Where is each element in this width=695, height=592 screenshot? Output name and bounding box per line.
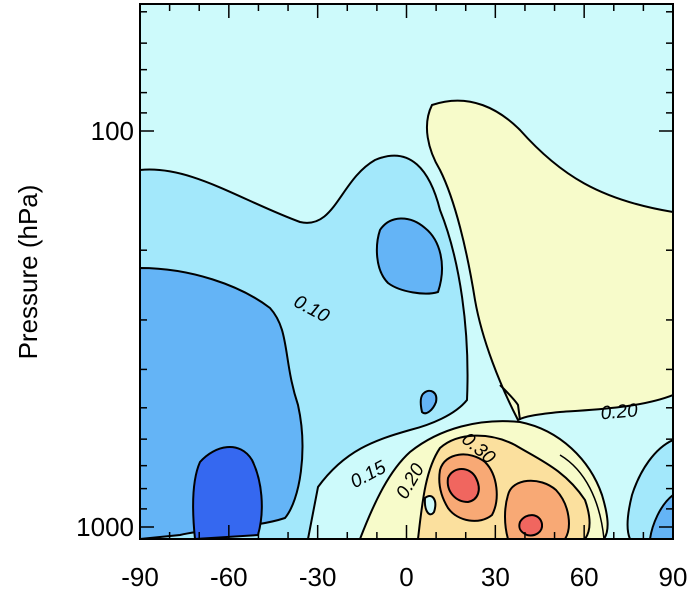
x-tick-label: 60 (570, 562, 599, 592)
contour-line (499, 384, 521, 421)
region-0.05-0.10-small (419, 389, 438, 415)
y-tick-labels: 100 1000 (76, 116, 134, 542)
y-tick-label: 1000 (76, 512, 134, 542)
x-tick-label: 30 (481, 562, 510, 592)
contour-fills (140, 4, 673, 539)
contour-line-small (423, 494, 437, 516)
x-tick-label: 0 (399, 562, 413, 592)
axis-ticks (139, 4, 674, 539)
contour-label: 0.20 (600, 400, 639, 424)
region-0.05-0.10-right (648, 493, 673, 539)
x-tick-label: -60 (210, 562, 248, 592)
x-tick-label: -30 (299, 562, 337, 592)
y-tick-label: 100 (91, 116, 134, 146)
region-above-0.50-a (446, 468, 480, 504)
region-0.20-0.30 (425, 99, 673, 422)
x-tick-label: -90 (121, 562, 159, 592)
contour-line (559, 454, 605, 539)
x-tick-label: 90 (659, 562, 688, 592)
region-above-0.50-b (518, 514, 544, 537)
x-tick-labels: -90 -60 -30 0 30 60 90 (121, 562, 687, 592)
region-below-0.05 (192, 446, 263, 539)
y-axis-title: Pressure (hPa) (13, 185, 43, 360)
region-0.05-0.10-blob (375, 217, 443, 295)
